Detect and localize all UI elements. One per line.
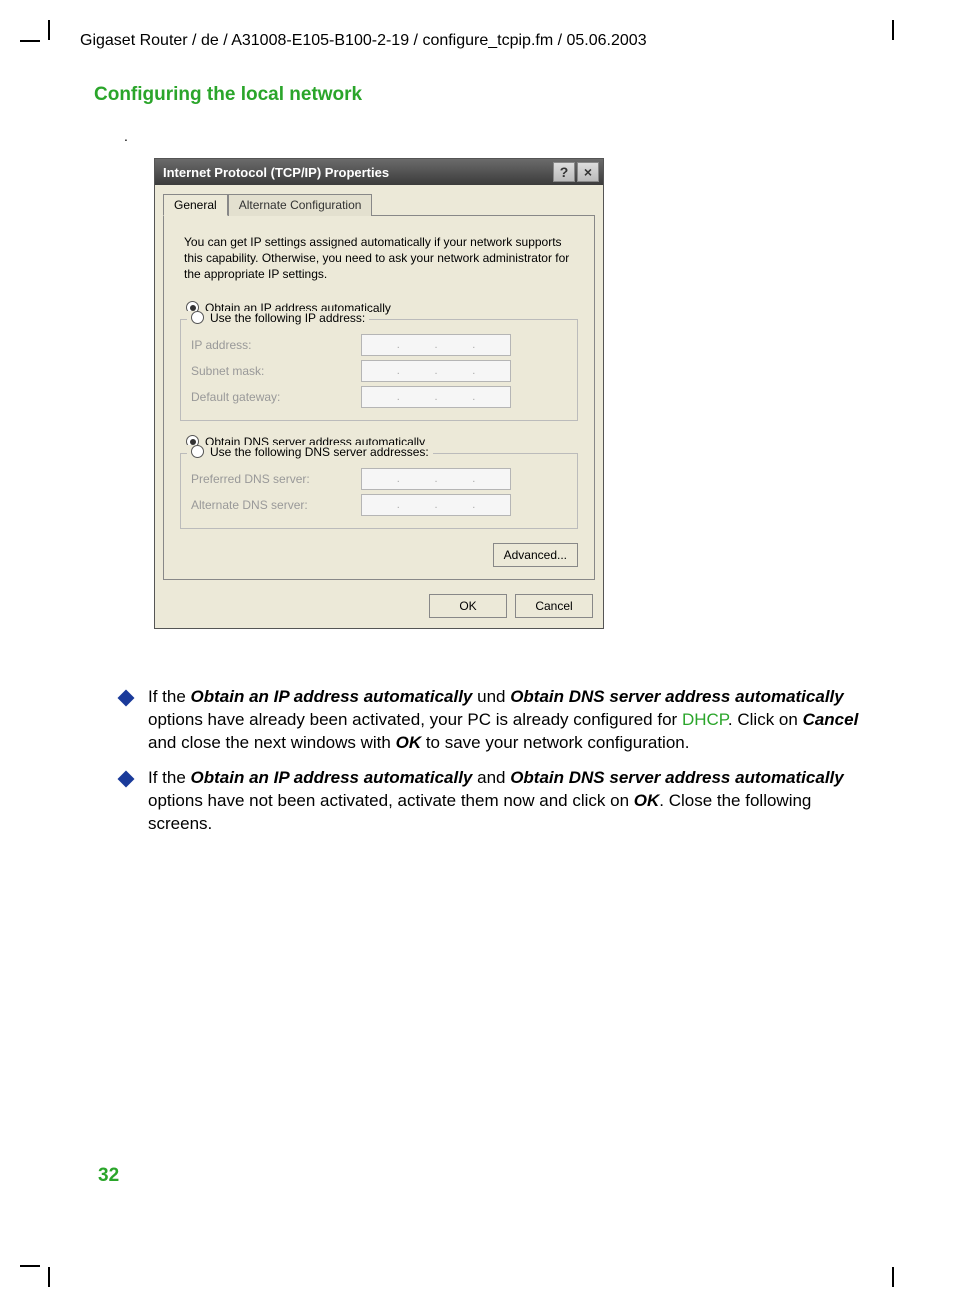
crop-mark: [20, 1265, 40, 1267]
list-item: If the Obtain an IP address automaticall…: [120, 767, 860, 836]
section-title: Configuring the local network: [94, 84, 362, 106]
alternate-dns-label: Alternate DNS server:: [191, 498, 361, 512]
preferred-dns-label: Preferred DNS server:: [191, 472, 361, 486]
text: If the: [148, 768, 191, 787]
help-button[interactable]: ?: [553, 162, 575, 182]
tab-general[interactable]: General: [163, 194, 228, 216]
page-number: 32: [98, 1165, 119, 1187]
page-header: Gigaset Router / de / A31008-E105-B100-2…: [80, 32, 647, 50]
subnet-mask-label: Subnet mask:: [191, 364, 361, 378]
text: . Click on: [728, 710, 803, 729]
ip-address-label: IP address:: [191, 338, 361, 352]
default-gateway-label: Default gateway:: [191, 390, 361, 404]
close-icon: ×: [584, 164, 592, 180]
radio-label: Use the following IP address:: [210, 311, 365, 325]
ok-button[interactable]: OK: [429, 594, 507, 618]
radio-icon: [191, 445, 204, 458]
radio-label: Use the following DNS server addresses:: [210, 445, 429, 459]
text: options have already been activated, you…: [148, 710, 682, 729]
radio-use-dns[interactable]: Use the following DNS server addresses:: [187, 445, 433, 459]
tab-strip: General Alternate Configuration: [155, 185, 603, 215]
text-bold: Obtain DNS server address automatically: [510, 687, 844, 706]
cancel-button[interactable]: Cancel: [515, 594, 593, 618]
text-bold: Cancel: [803, 710, 859, 729]
advanced-button[interactable]: Advanced...: [493, 543, 578, 567]
tab-alternate-configuration[interactable]: Alternate Configuration: [228, 194, 373, 216]
ip-manual-group: Use the following IP address: IP address…: [180, 319, 578, 421]
close-button[interactable]: ×: [577, 162, 599, 182]
radio-icon: [191, 311, 204, 324]
text-bold: Obtain an IP address automatically: [191, 687, 473, 706]
titlebar: Internet Protocol (TCP/IP) Properties ? …: [155, 159, 603, 185]
alternate-dns-input[interactable]: ...: [361, 494, 511, 516]
text-bold: OK: [634, 791, 660, 810]
text: und: [472, 687, 510, 706]
dialog-title: Internet Protocol (TCP/IP) Properties: [163, 165, 551, 180]
ip-address-input[interactable]: ...: [361, 334, 511, 356]
dns-manual-group: Use the following DNS server addresses: …: [180, 453, 578, 529]
dialog-footer: OK Cancel: [155, 588, 603, 628]
text: If the: [148, 687, 191, 706]
bullet-icon: [118, 770, 135, 787]
list-item: If the Obtain an IP address automaticall…: [120, 686, 860, 755]
text: and close the next windows with: [148, 733, 396, 752]
dhcp-link[interactable]: DHCP: [682, 710, 728, 729]
help-icon: ?: [560, 164, 569, 180]
crop-mark: [892, 1267, 894, 1287]
text: options have not been activated, activat…: [148, 791, 634, 810]
panel-description: You can get IP settings assigned automat…: [184, 234, 574, 283]
text-bold: Obtain an IP address automatically: [191, 768, 473, 787]
instruction-list: If the Obtain an IP address automaticall…: [120, 686, 860, 848]
crop-mark: [48, 20, 50, 40]
crop-mark: [20, 40, 40, 42]
crop-mark: [48, 1267, 50, 1287]
radio-use-ip[interactable]: Use the following IP address:: [187, 311, 369, 325]
bullet-icon: [118, 690, 135, 707]
text-bold: Obtain DNS server address automatically: [510, 768, 844, 787]
text: and: [472, 768, 510, 787]
text: to save your network configuration.: [421, 733, 689, 752]
leading-dot: .: [124, 128, 128, 144]
text-bold: OK: [396, 733, 422, 752]
crop-mark: [892, 20, 894, 40]
preferred-dns-input[interactable]: ...: [361, 468, 511, 490]
tcpip-properties-dialog: Internet Protocol (TCP/IP) Properties ? …: [154, 158, 604, 629]
subnet-mask-input[interactable]: ...: [361, 360, 511, 382]
default-gateway-input[interactable]: ...: [361, 386, 511, 408]
general-panel: You can get IP settings assigned automat…: [163, 215, 595, 580]
